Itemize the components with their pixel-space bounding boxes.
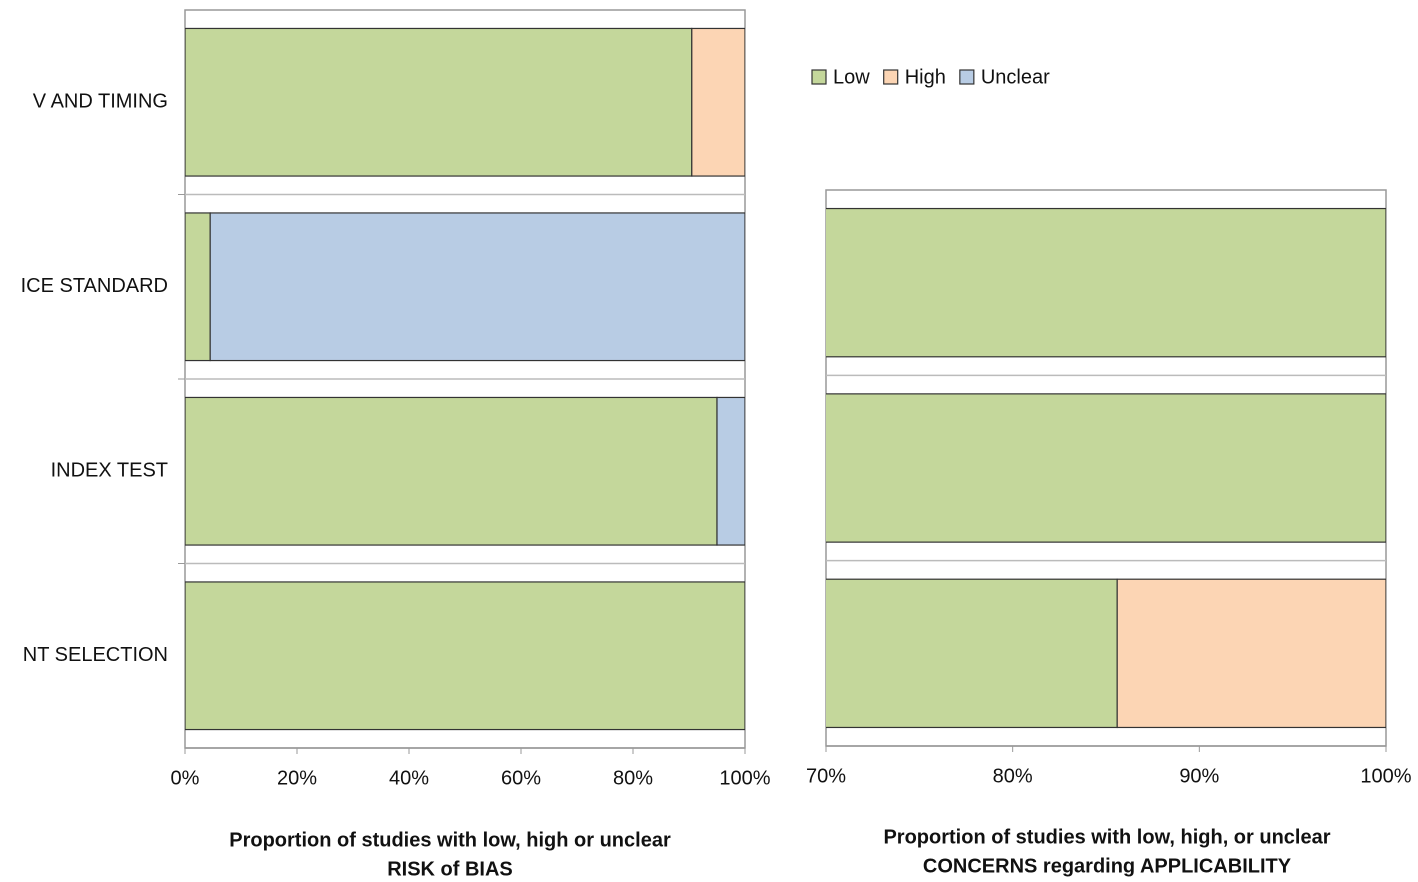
legend-label: Low bbox=[833, 66, 870, 88]
legend-label: High bbox=[905, 66, 946, 88]
bar-segment bbox=[826, 207, 1386, 358]
bar-segment bbox=[826, 393, 1386, 543]
bar-segment bbox=[185, 27, 693, 177]
x-tick-label: 80% bbox=[993, 765, 1033, 787]
bar-segment bbox=[185, 212, 211, 362]
x-tick-label: 70% bbox=[806, 765, 846, 787]
legend-swatch bbox=[811, 69, 827, 85]
bar-segment bbox=[716, 396, 745, 546]
y-tick-label: NT SELECTION bbox=[23, 644, 168, 666]
bar-segment bbox=[691, 27, 745, 177]
bar-segment bbox=[1116, 578, 1386, 729]
bar-segment bbox=[185, 581, 745, 731]
legend-swatch bbox=[959, 69, 975, 85]
legend-label: Unclear bbox=[981, 66, 1050, 88]
x-axis-title: RISK of BIAS bbox=[387, 858, 513, 880]
x-tick-label: 100% bbox=[719, 767, 770, 789]
x-axis-title: Proportion of studies with low, high or … bbox=[229, 829, 671, 851]
y-tick-label: ICE STANDARD bbox=[21, 275, 168, 297]
bar-segment bbox=[209, 212, 745, 362]
x-axis-title: Proportion of studies with low, high, or… bbox=[883, 826, 1330, 848]
x-axis-title: CONCERNS regarding APPLICABILITY bbox=[923, 855, 1292, 877]
bars bbox=[185, 27, 745, 731]
x-tick-label: 90% bbox=[1179, 765, 1219, 787]
bars bbox=[826, 207, 1386, 729]
x-tick-label: 100% bbox=[1360, 765, 1411, 787]
x-tick-label: 80% bbox=[613, 767, 653, 789]
x-tick-label: 40% bbox=[389, 767, 429, 789]
x-tick-label: 60% bbox=[501, 767, 541, 789]
y-tick-label: V AND TIMING bbox=[33, 91, 168, 113]
bar-segment bbox=[185, 396, 718, 546]
x-tick-label: 0% bbox=[171, 767, 200, 789]
bar-segment bbox=[826, 578, 1118, 729]
x-tick-label: 20% bbox=[277, 767, 317, 789]
legend-swatch bbox=[883, 69, 899, 85]
y-tick-label: INDEX TEST bbox=[51, 460, 168, 482]
